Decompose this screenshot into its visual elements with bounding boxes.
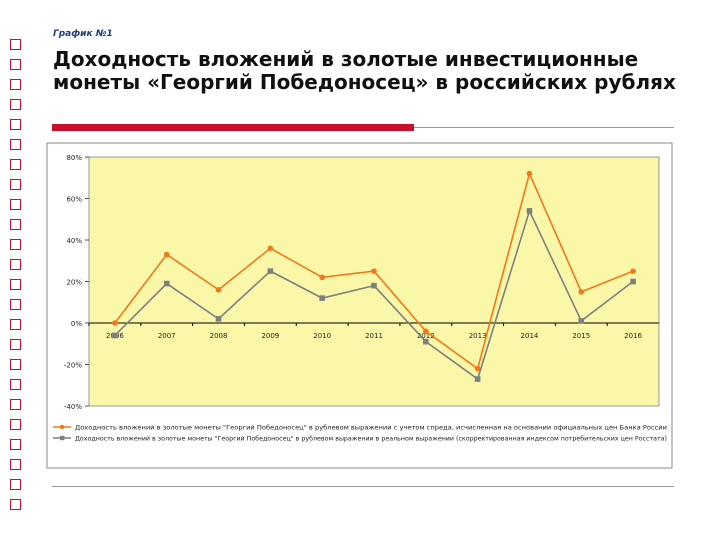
x-tick-label: 2008 bbox=[210, 332, 228, 340]
slide-bullets bbox=[10, 0, 30, 540]
data-point-series-1 bbox=[578, 289, 585, 295]
bullet-marker bbox=[10, 99, 21, 110]
data-point-series-2 bbox=[112, 332, 118, 339]
data-point-series-2 bbox=[163, 280, 170, 287]
data-point-series-1 bbox=[267, 245, 274, 252]
title-underline-accent bbox=[52, 124, 414, 131]
data-point-series-2 bbox=[578, 318, 585, 324]
bullet-marker bbox=[10, 419, 21, 430]
y-tick-label: -40% bbox=[64, 403, 82, 411]
legend-swatch-marker bbox=[60, 435, 65, 441]
bullet-marker bbox=[10, 159, 21, 170]
legend-label: Доходность вложений в золотые монеты "Ге… bbox=[75, 436, 667, 443]
legend-label: Доходность вложений в золотые монеты "Ге… bbox=[75, 425, 667, 432]
x-tick-label: 2009 bbox=[261, 332, 279, 340]
bullet-marker bbox=[10, 479, 21, 490]
bullet-marker bbox=[10, 399, 21, 410]
footer-rule bbox=[52, 486, 674, 487]
title-underline bbox=[414, 127, 674, 128]
data-point-series-1 bbox=[163, 251, 170, 258]
bullet-marker bbox=[10, 119, 21, 130]
bullet-marker bbox=[10, 79, 21, 90]
bullet-marker bbox=[10, 439, 21, 450]
bullet-marker bbox=[10, 39, 21, 50]
y-tick-label: -20% bbox=[64, 362, 82, 370]
x-tick-label: 2013 bbox=[469, 332, 487, 340]
bullet-marker bbox=[10, 379, 21, 390]
data-point-series-2 bbox=[630, 278, 636, 285]
data-point-series-2 bbox=[371, 282, 377, 289]
data-point-series-2 bbox=[526, 208, 533, 214]
data-point-series-1 bbox=[112, 320, 118, 326]
data-point-series-2 bbox=[423, 338, 429, 345]
slide-title: Доходность вложений в золотые инвестицио… bbox=[53, 47, 676, 94]
y-tick-label: 60% bbox=[66, 196, 82, 204]
data-point-series-2 bbox=[267, 268, 274, 274]
bullet-marker bbox=[10, 219, 21, 230]
data-point-series-1 bbox=[215, 287, 222, 293]
y-tick-label: 40% bbox=[66, 237, 82, 245]
bullet-marker bbox=[10, 59, 21, 70]
y-tick-label: 0% bbox=[71, 320, 82, 328]
data-point-series-2 bbox=[474, 376, 481, 382]
bullet-marker bbox=[10, 259, 21, 270]
x-tick-label: 2015 bbox=[572, 332, 590, 340]
data-point-series-1 bbox=[526, 170, 533, 177]
x-tick-label: 2011 bbox=[365, 332, 383, 340]
bullet-marker bbox=[10, 279, 21, 290]
bullet-marker bbox=[10, 179, 21, 190]
x-tick-label: 2010 bbox=[313, 332, 331, 340]
legend-swatch-marker bbox=[59, 424, 65, 430]
data-point-series-1 bbox=[371, 268, 377, 274]
bullet-marker bbox=[10, 139, 21, 150]
plot-area bbox=[88, 156, 660, 407]
y-tick-label: 80% bbox=[66, 154, 82, 162]
bullet-marker bbox=[10, 239, 21, 250]
y-tick-label: 20% bbox=[66, 279, 82, 287]
x-tick-label: 2016 bbox=[624, 332, 642, 340]
series-group bbox=[112, 170, 636, 382]
chart-number-label: График №1 bbox=[53, 29, 113, 39]
legend: Доходность вложений в золотые монеты "Ге… bbox=[53, 425, 667, 443]
bullet-marker bbox=[10, 299, 21, 310]
bullet-marker bbox=[10, 339, 21, 350]
y-axis: 80% 60% 40% 20% 0% -20% -40% bbox=[64, 154, 89, 411]
data-point-series-2 bbox=[319, 295, 325, 301]
x-tick-label: 2014 bbox=[521, 332, 539, 340]
data-point-series-1 bbox=[630, 268, 636, 274]
data-point-series-1 bbox=[319, 274, 325, 281]
bullet-marker bbox=[10, 319, 21, 330]
data-point-series-2 bbox=[215, 316, 222, 322]
bullet-marker bbox=[10, 359, 21, 370]
x-tick-label: 2007 bbox=[158, 332, 176, 340]
bullet-marker bbox=[10, 459, 21, 470]
bullet-marker bbox=[10, 199, 21, 210]
data-point-series-1 bbox=[423, 328, 429, 335]
bullet-marker bbox=[10, 499, 21, 510]
data-point-series-1 bbox=[474, 365, 481, 372]
x-tick-label: 2012 bbox=[417, 332, 435, 340]
